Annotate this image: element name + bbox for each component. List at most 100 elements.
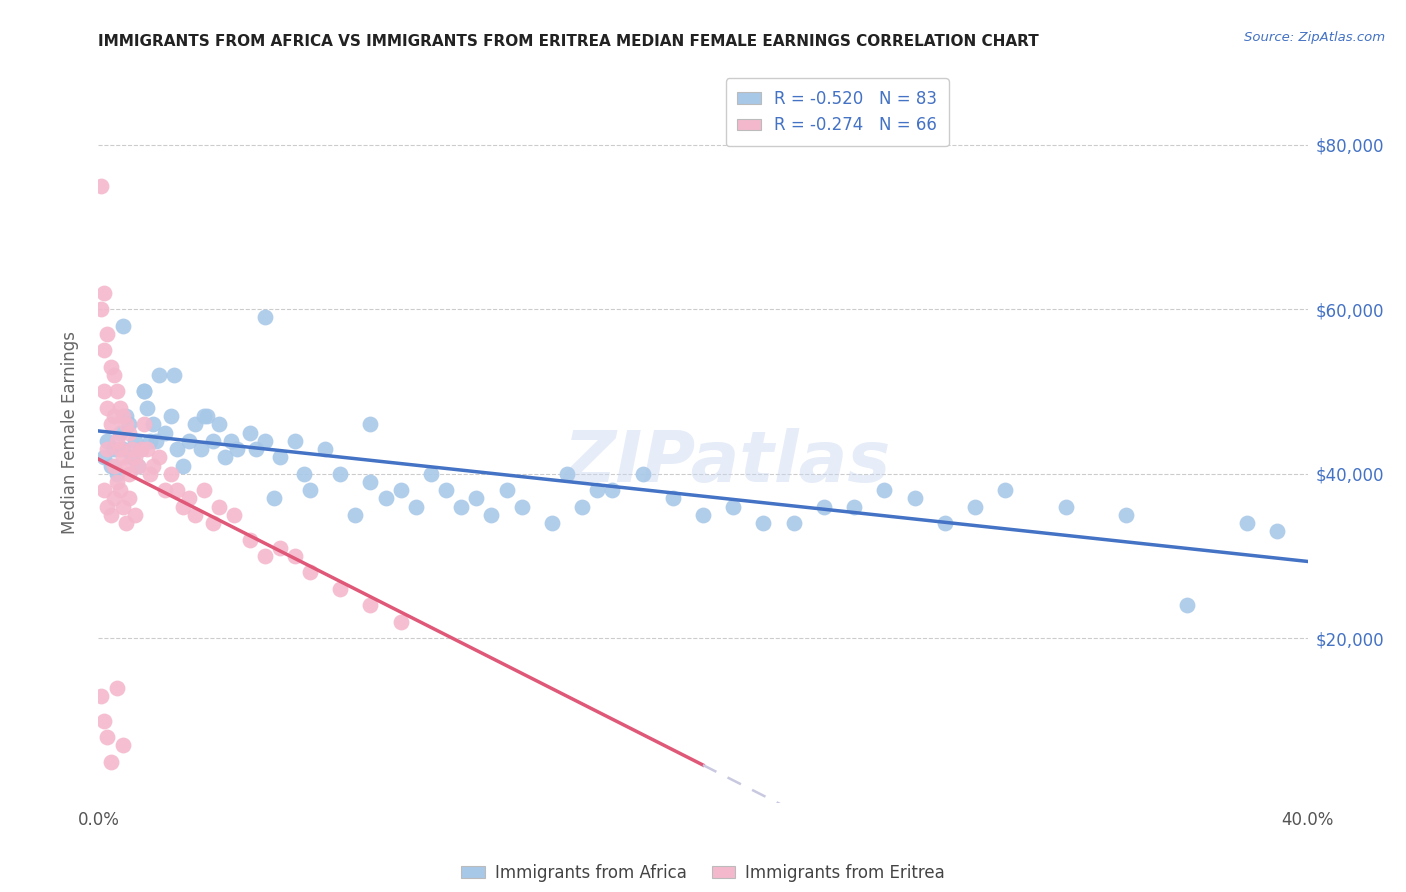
Point [813,500,835,514]
Point [103,458,125,473]
Point [153,425,176,440]
Point [389,483,412,498]
Point [124,508,146,522]
Point [139,467,162,481]
Point [96,500,118,514]
Y-axis label: Median Female Earnings: Median Female Earnings [60,331,79,534]
Point [111,500,134,514]
Point [179,434,201,448]
Point [661,491,683,506]
Point [111,450,134,465]
Point [145,434,167,448]
Point [752,516,775,530]
Point [555,467,578,481]
Point [100,417,122,432]
Point [114,417,136,432]
Point [90,178,112,193]
Point [148,450,170,465]
Point [118,467,141,481]
Point [360,599,382,613]
Point [127,458,149,473]
Point [344,508,367,522]
Point [96,434,118,448]
Point [253,434,276,448]
Point [108,425,131,440]
Point [190,442,212,456]
Point [193,409,215,424]
Point [263,491,285,506]
Point [111,442,134,456]
Point [934,516,956,530]
Point [93,450,115,465]
Point [1236,516,1258,530]
Point [163,368,186,382]
Point [292,467,315,481]
Point [100,359,122,374]
Point [994,483,1017,498]
Point [100,755,122,769]
Point [135,401,157,415]
Point [124,450,146,465]
Point [450,500,472,514]
Point [631,467,654,481]
Point [108,442,131,456]
Point [904,491,927,506]
Point [299,483,322,498]
Point [93,384,115,399]
Point [723,500,745,514]
Point [103,409,125,424]
Point [195,409,218,424]
Point [105,681,128,695]
Point [202,434,225,448]
Point [105,434,128,448]
Point [93,483,115,498]
Point [160,409,183,424]
Point [214,450,236,465]
Text: Source: ZipAtlas.com: Source: ZipAtlas.com [1244,31,1385,45]
Point [105,384,128,399]
Point [221,434,243,448]
Point [360,417,382,432]
Point [510,500,533,514]
Point [118,491,141,506]
Point [108,483,131,498]
Point [208,417,231,432]
Point [114,458,136,473]
Point [118,417,141,432]
Point [111,318,134,333]
Point [1054,500,1077,514]
Point [166,483,188,498]
Point [179,491,201,506]
Point [314,442,336,456]
Point [172,500,194,514]
Point [389,615,412,629]
Point [965,500,987,514]
Point [96,401,118,415]
Point [127,458,149,473]
Point [121,450,143,465]
Point [253,549,276,563]
Point [586,483,609,498]
Point [329,582,352,596]
Point [434,483,457,498]
Point [103,442,125,456]
Point [360,475,382,489]
Point [495,483,517,498]
Point [269,450,291,465]
Point [114,409,136,424]
Point [184,508,207,522]
Point [873,483,896,498]
Point [90,302,112,317]
Text: ZIPatlas: ZIPatlas [564,428,891,497]
Point [105,475,128,489]
Point [374,491,396,506]
Point [96,730,118,744]
Point [100,458,122,473]
Point [132,384,155,399]
Point [1175,599,1198,613]
Point [239,425,262,440]
Point [571,500,593,514]
Point [253,310,276,325]
Point [135,442,157,456]
Point [129,442,152,456]
